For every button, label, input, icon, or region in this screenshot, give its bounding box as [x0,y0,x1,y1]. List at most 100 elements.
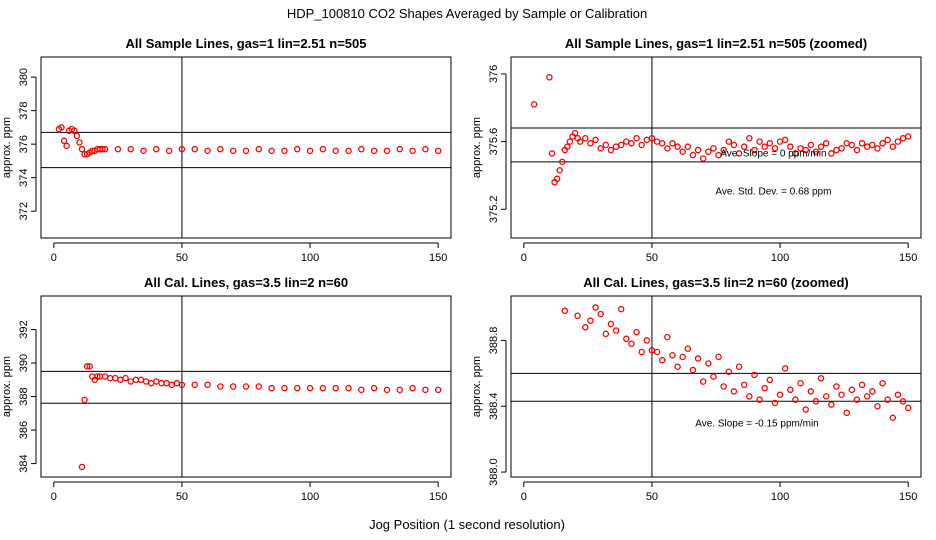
data-point [715,151,722,159]
data-point [725,368,733,375]
data-point [99,145,106,153]
data-point [884,396,891,403]
data-point [648,134,656,142]
data-point [168,381,175,389]
data-point [561,307,569,315]
x-tick-label: 50 [176,252,188,264]
chart-panel-1: All Sample Lines, gas=1 lin=2.51 n=505 0 5… [1,36,452,264]
chart-title: All Cal. Lines, gas=3.5 lin=2 n=60 (zoom… [583,275,849,290]
chart-title: All Sample Lines, gas=1 lin=2.51 n=505 [126,36,367,51]
data-point [530,101,538,108]
data-point [853,146,861,154]
data-point [383,147,391,155]
y-tick-label: 388.4 [488,392,500,420]
x-tick-label: 50 [646,491,658,503]
data-point [101,373,109,380]
data-point [71,127,78,134]
data-point [597,145,604,152]
data-point [281,147,288,155]
data-point [396,386,403,394]
data-point [894,138,902,145]
data-point [751,371,758,379]
data-point [81,396,88,404]
x-tick-label: 0 [51,491,57,503]
y-axis-label: approx. ppm [1,117,13,178]
data-point [60,137,68,145]
data-point [730,141,738,149]
data-point [781,136,789,144]
data-point [817,375,825,382]
data-point [281,384,288,392]
data-point [720,146,727,154]
stat-annotation: Ave. Slope = -0.15 ppm/min [695,418,819,429]
data-point [556,167,563,174]
data-point [787,386,794,394]
data-point [106,374,114,382]
data-point [694,355,702,362]
x-tick-label: 150 [429,491,447,503]
data-point [173,379,181,387]
data-point [833,146,840,154]
x-tick-label: 150 [899,252,917,264]
data-point [612,143,620,150]
y-tick-label: 375.2 [488,195,500,223]
data-point [142,378,150,385]
data-point [566,138,574,145]
data-point [559,158,566,166]
data-point [332,384,339,392]
data-point [797,379,804,387]
data-point [358,145,365,153]
data-point [674,143,681,150]
y-tick-label: 386 [18,421,30,439]
data-point [617,141,625,149]
data-point [812,148,820,155]
data-point [255,145,263,153]
data-point [904,404,912,412]
data-point [229,383,237,390]
data-point [319,384,327,392]
data-point [699,378,707,385]
data-point [904,133,912,140]
data-point [643,136,651,144]
data-point [889,414,897,422]
data-point [740,143,748,150]
data-point [689,366,697,374]
data-point [705,360,712,367]
y-tick-label: 376 [18,135,30,153]
data-point [546,74,553,81]
data-point [694,146,702,154]
data-point [63,142,70,150]
data-point [623,138,630,145]
data-point [730,388,738,395]
data-point [293,384,301,392]
data-point [812,398,820,405]
data-point [78,145,86,153]
data-point [345,384,352,392]
data-point [664,145,671,152]
data-point [869,141,876,149]
data-point [628,140,635,147]
x-tick-label: 100 [771,491,789,503]
data-point [140,147,147,155]
data-point [242,383,250,390]
data-point [746,393,753,400]
plot-frame [510,295,922,478]
data-point [370,384,378,392]
data-point [204,147,211,155]
data-point [776,138,784,145]
data-point [761,384,768,392]
y-tick-label: 392 [18,320,30,338]
data-point [822,393,830,400]
data-point [582,134,589,142]
data-point [756,396,763,403]
data-point [689,151,697,159]
data-point [592,304,599,311]
data-point [409,147,416,155]
data-point [112,374,119,382]
data-point [679,353,686,361]
x-tick-label: 100 [301,491,319,503]
data-point [137,376,145,384]
data-point [117,376,124,384]
data-point [587,140,594,147]
data-point [607,146,615,154]
